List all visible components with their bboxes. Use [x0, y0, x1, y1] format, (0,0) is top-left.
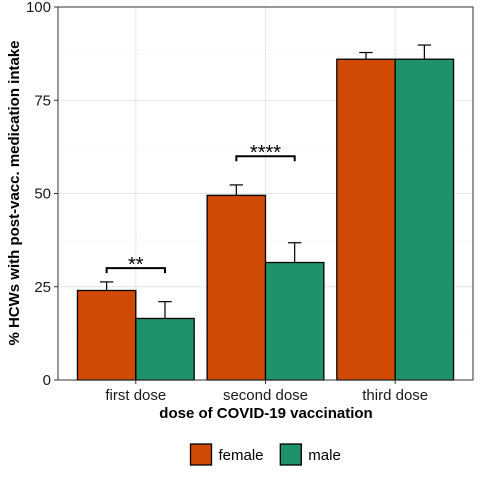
significance-label: ****: [250, 142, 281, 164]
y-tick-label: 75: [34, 92, 51, 109]
significance-label: **: [128, 254, 144, 276]
significance-bracket: [235, 155, 296, 162]
y-tick-label: 100: [26, 0, 51, 16]
bar: [394, 58, 455, 381]
x-axis: first dose second dose third dose: [105, 380, 428, 404]
bar: [264, 261, 325, 381]
y-axis-title: % HCWs with post-vacc. medication intake: [6, 40, 23, 345]
error-bars: [99, 44, 432, 319]
legend-key: [279, 443, 302, 466]
legend-key: [189, 443, 213, 466]
y-tick-label: 25: [34, 279, 51, 296]
x-tick-label: first dose: [105, 387, 166, 404]
bar: [76, 289, 137, 381]
legend: female male: [189, 443, 341, 466]
x-axis-title: dose of COVID-19 vaccination: [159, 405, 372, 422]
x-tick-label: third dose: [362, 387, 428, 404]
legend-label: male: [308, 447, 341, 464]
y-tick-label: 50: [34, 186, 51, 203]
x-tick-label: second dose: [223, 387, 308, 404]
bars: [76, 58, 455, 381]
y-tick-label: 0: [43, 372, 51, 389]
bar: [135, 317, 195, 381]
significance-bracket: [105, 267, 166, 274]
legend-label: female: [219, 447, 264, 464]
significance-annotations: ******: [105, 142, 296, 276]
y-axis: 0 25 50 75 100: [26, 0, 58, 389]
bar: [206, 194, 267, 381]
bar: [336, 58, 396, 381]
